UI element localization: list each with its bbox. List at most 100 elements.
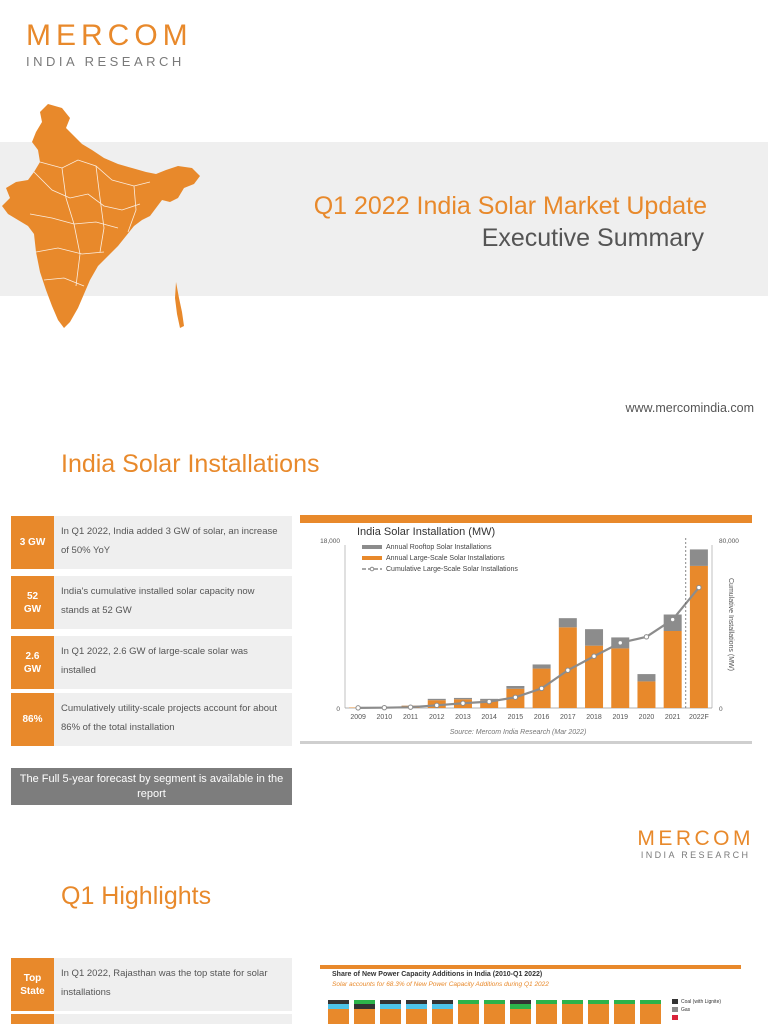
legend-swatch [362,556,382,560]
legend-swatch [672,1007,678,1012]
stacked-bar-segment [406,1000,427,1004]
stacked-bar-segment [406,1009,427,1024]
legend-label: Gas [681,1007,691,1013]
mercom-logo-secondary: MERCOM INDIA RESEARCH [637,827,754,861]
stat-text: Cumulatively utility-scale projects acco… [54,693,292,746]
report-cta-button[interactable]: The Full 5-year forecast by segment is a… [11,768,292,805]
stacked-bar-segment [354,1009,375,1024]
chart-source: Source: Mercom India Research (Mar 2022) [450,729,587,736]
stacked-bar-segment [432,1009,453,1024]
stacked-bar-segment [484,1000,505,1004]
bar-rooftop [558,618,577,628]
bar-rooftop [453,697,472,700]
x-tick-label: 2021 [665,714,681,721]
x-tick-label: 2016 [534,714,550,721]
chart-legend: Annual Rooftop Solar Installations Annual… [362,544,518,573]
cumulative-point [643,634,650,640]
bar-large-scale [480,700,499,708]
stacked-bar-segment [328,1009,349,1024]
stacked-bar-segment [640,1000,661,1004]
stat-badge: Top State [11,958,54,1011]
x-tick-label: 2012 [429,714,445,721]
bar-large-scale [663,631,682,708]
stacked-bar-segment [328,1004,349,1009]
stacked-bar-segment [380,1000,401,1004]
stacked-bar-segment [458,1004,479,1024]
y-tick: 18,000 [320,538,340,545]
chart-subtitle: Solar accounts for 68.3% of New Power Ca… [332,981,549,988]
stat-text: In Q1 2022, India added 3 GW of solar, a… [54,516,292,569]
cumulative-point [617,640,623,646]
legend-label: Annual Rooftop Solar Installations [386,544,492,551]
mercom-logo: MERCOM INDIA RESEARCH [26,19,193,70]
stat-row: Top State In Q1 2022, Rajasthan was the … [11,958,292,1011]
stacked-bar-segment [354,1000,375,1004]
x-tick-label: 2022F [689,714,709,721]
legend-swatch [672,999,678,1004]
india-map-icon [2,104,200,328]
stacked-bar-segment [562,1000,583,1004]
capacity-share-chart: Coal (with Lignite) Gas [328,999,721,1024]
bar-rooftop [637,674,656,682]
x-tick-label: 2013 [455,714,471,721]
stat-badge: 2.6 GW [11,636,54,689]
brand-subtitle: INDIA RESEARCH [26,54,185,69]
cumulative-point [565,667,571,673]
stacked-bar-segment [458,1000,479,1004]
chart-title: Share of New Power Capacity Additions in… [332,971,543,978]
stat-row: 2.6 GW In Q1 2022, 2.6 GW of large-scale… [11,636,292,689]
page-subtitle: Executive Summary [481,224,704,252]
stat-row [11,1014,292,1024]
x-tick-label: 2009 [350,714,366,721]
section-title-highlights: Q1 Highlights [61,882,212,910]
brand-name: MERCOM [637,827,754,850]
stacked-bar-segment [536,1000,557,1004]
y-tick: 0 [336,706,340,713]
stat-badge: 3 GW [11,516,54,569]
stacked-bar-segment [432,1004,453,1009]
y2-axis-label: Cumulative Installations (MW) [727,578,734,671]
stacked-bar-segment [614,1004,635,1024]
cumulative-point [407,704,414,710]
stacked-bar-segment [380,1004,401,1009]
stat-text: India's cumulative installed solar capac… [54,576,292,629]
brand-name: MERCOM [26,19,193,52]
cumulative-point [669,616,676,623]
x-tick-label: 2014 [481,714,497,721]
stacked-bar-segment [484,1004,505,1024]
stacked-bar-segment [328,1000,349,1004]
x-tick-label: 2019 [612,714,628,721]
website-link[interactable]: www.mercomindia.com [625,401,754,415]
chart-accent-bar [300,515,752,523]
cumulative-point [538,685,545,692]
chart-title: India Solar Installation (MW) [357,526,495,538]
stat-text: In Q1 2022, Rajasthan was the top state … [54,958,292,1011]
stacked-bar-segment [536,1004,557,1024]
legend-label: Coal (with Lignite) [681,999,721,1005]
cumulative-point [591,653,597,659]
page-title: Q1 2022 India Solar Market Update [313,192,707,220]
legend-swatch [362,545,382,549]
stacked-bar-segment [354,1004,375,1009]
bar-rooftop [532,664,551,669]
stacked-bar-segment [640,1004,661,1024]
legend-swatch [672,1015,678,1020]
x-tick-label: 2015 [508,714,524,721]
stacked-bar-segment [380,1009,401,1024]
stat-text [54,1014,292,1024]
section-title-installations: India Solar Installations [61,450,320,478]
bar-rooftop [663,614,682,631]
stat-badge: 86% [11,693,54,746]
cumulative-point [512,694,519,700]
stacked-bar-segment [588,1000,609,1004]
installation-chart: India Solar Installation (MW) Annual Roo… [320,526,739,736]
stat-badge: 52 GW [11,576,54,629]
y2-tick: 0 [719,706,723,713]
stat-badge [11,1014,54,1024]
stat-row: 86% Cumulatively utility-scale projects … [11,693,292,746]
legend-swatch [369,566,375,572]
x-tick-label: 2018 [586,714,602,721]
bar-rooftop [585,629,604,646]
cumulative-point [486,698,492,705]
x-tick-label: 2017 [560,714,576,721]
